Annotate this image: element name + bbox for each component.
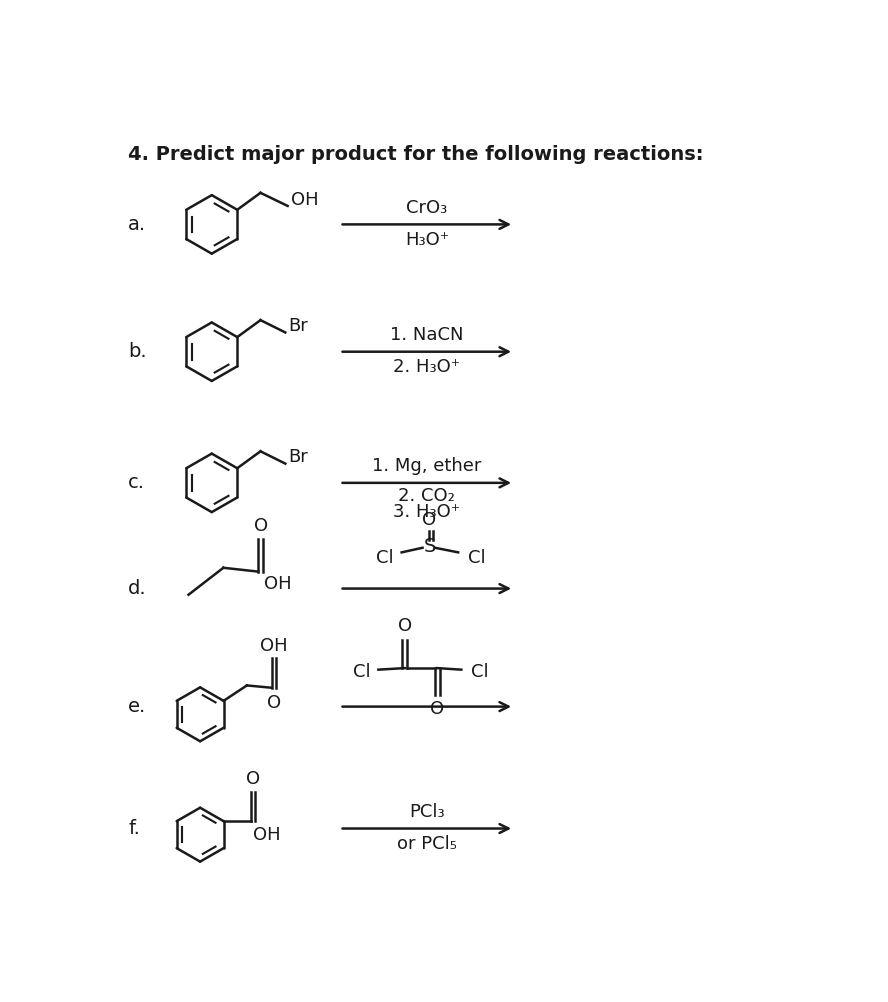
Text: d.: d.	[128, 579, 147, 598]
Text: 2. CO₂: 2. CO₂	[399, 487, 456, 505]
Text: 1. Mg, ether: 1. Mg, ether	[372, 457, 481, 475]
Text: PCl₃: PCl₃	[409, 803, 445, 821]
Text: 3. H₃O⁺: 3. H₃O⁺	[393, 503, 460, 521]
Text: H₃O⁺: H₃O⁺	[405, 230, 448, 248]
Text: O: O	[422, 511, 436, 529]
Text: Br: Br	[289, 449, 308, 467]
Text: CrO₃: CrO₃	[406, 198, 448, 216]
Text: f.: f.	[128, 819, 140, 838]
Text: O: O	[430, 699, 444, 717]
Text: 1. NaCN: 1. NaCN	[390, 326, 464, 344]
Text: OH: OH	[253, 826, 281, 844]
Text: S: S	[424, 537, 437, 556]
Text: c.: c.	[128, 473, 145, 492]
Text: Cl: Cl	[353, 663, 370, 681]
Text: OH: OH	[260, 636, 288, 654]
Text: Br: Br	[289, 318, 308, 336]
Text: O: O	[398, 617, 412, 635]
Text: Cl: Cl	[467, 549, 485, 567]
Text: O: O	[253, 517, 267, 535]
Text: Cl: Cl	[472, 663, 489, 681]
Text: or PCl₅: or PCl₅	[397, 835, 456, 853]
Text: Cl: Cl	[377, 549, 394, 567]
Text: a.: a.	[128, 214, 147, 233]
Text: e.: e.	[128, 697, 147, 716]
Text: O: O	[246, 771, 260, 789]
Text: 4. Predict major product for the following reactions:: 4. Predict major product for the followi…	[128, 145, 703, 164]
Text: O: O	[267, 694, 281, 711]
Text: OH: OH	[265, 575, 292, 593]
Text: 2. H₃O⁺: 2. H₃O⁺	[393, 358, 460, 376]
Text: OH: OH	[290, 190, 319, 208]
Text: b.: b.	[128, 343, 147, 361]
